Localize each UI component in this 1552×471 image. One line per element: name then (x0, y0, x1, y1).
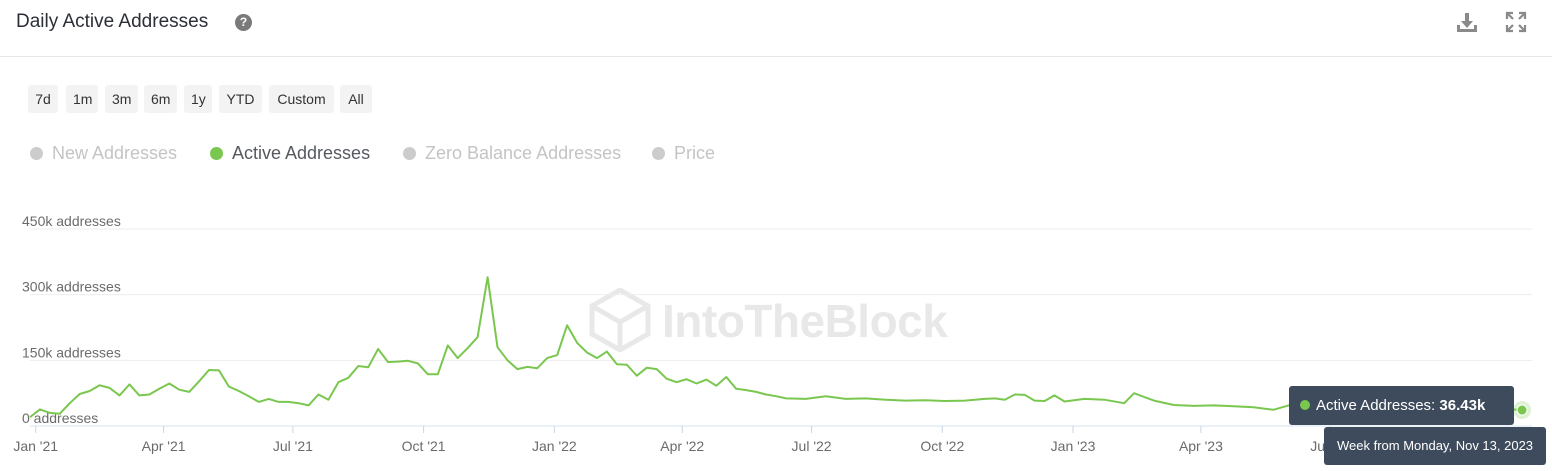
range-button-7d[interactable]: 7d (28, 85, 58, 113)
legend-label: New Addresses (52, 143, 178, 163)
watermark-text: IntoTheBlock (662, 295, 948, 347)
series-line-active-addresses[interactable] (29, 276, 1523, 418)
x-tick-label: Jan '22 (532, 438, 577, 454)
range-button-custom[interactable]: Custom (269, 85, 334, 113)
x-tick-label: Apr '23 (1179, 438, 1223, 454)
watermark: IntoTheBlock (588, 287, 948, 353)
legend-dot (210, 147, 223, 160)
x-tick-label: Jan '21 (13, 438, 58, 454)
legend-dot (652, 147, 665, 160)
range-button-all[interactable]: All (340, 85, 372, 113)
x-tick-label: Jul '22 (792, 438, 832, 454)
legend-dot (30, 147, 43, 160)
legend-item-zero-balance-addresses[interactable]: Zero Balance Addresses (403, 142, 621, 164)
hover-point[interactable] (1516, 404, 1528, 416)
range-button-3m[interactable]: 3m (105, 85, 138, 113)
y-tick-label: 150k addresses (22, 344, 121, 360)
download-icon[interactable] (1456, 11, 1478, 33)
tooltip: Active Addresses: 36.43k (1289, 386, 1514, 425)
x-tick-label: Oct '22 (920, 438, 964, 454)
x-tick-label: Apr '21 (142, 438, 186, 454)
legend-item-price[interactable]: Price (652, 142, 715, 164)
question-circle-icon[interactable]: ? (235, 14, 252, 31)
legend-item-active-addresses[interactable]: Active Addresses (210, 142, 370, 164)
y-tick-label: 300k addresses (22, 279, 121, 295)
chart-title: Daily Active Addresses (16, 11, 209, 32)
range-button-1m[interactable]: 1m (66, 85, 98, 113)
x-tick-label: Oct '21 (402, 438, 446, 454)
tooltip-series-dot (1300, 400, 1310, 410)
x-tick-label: Apr '22 (660, 438, 704, 454)
range-button-ytd[interactable]: YTD (219, 85, 262, 113)
tooltip-series-label: Active Addresses: (1316, 397, 1436, 414)
watermark-logo-icon (589, 287, 651, 353)
legend-label: Active Addresses (232, 143, 371, 163)
legend-dot (403, 147, 416, 160)
chart-header: Daily Active Addresses ? (0, 0, 1552, 57)
tooltip-value: 36.43k (1439, 397, 1486, 414)
x-tick-label: Jan '23 (1051, 438, 1096, 454)
legend-label: Zero Balance Addresses (425, 143, 622, 163)
expand-icon[interactable] (1505, 11, 1527, 33)
y-tick-label: 450k addresses (22, 213, 121, 229)
range-button-1y[interactable]: 1y (184, 85, 212, 113)
legend-label: Price (674, 143, 716, 163)
legend-item-new-addresses[interactable]: New Addresses (30, 142, 177, 164)
x-tick-label: Jul '21 (273, 438, 313, 454)
range-button-6m[interactable]: 6m (144, 85, 177, 113)
tooltip-date: Week from Monday, Nov 13, 2023 (1324, 427, 1546, 465)
y-tick-label: 0 addresses (22, 410, 98, 426)
